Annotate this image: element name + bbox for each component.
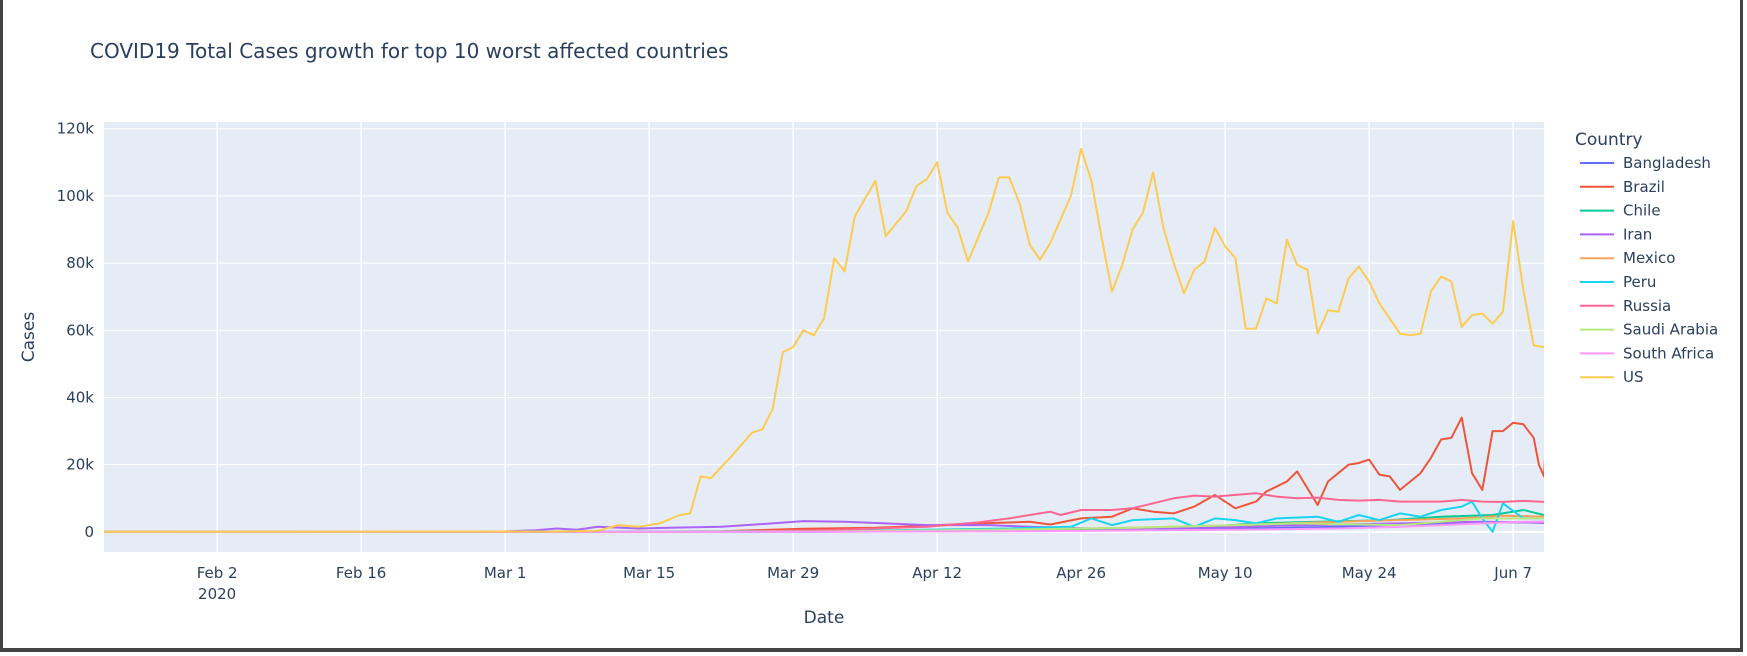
legend-title: Country bbox=[1575, 130, 1643, 150]
legend-label: Russia bbox=[1623, 297, 1671, 315]
legend-item-iran[interactable]: Iran bbox=[1580, 225, 1652, 243]
y-axis-title: Cases bbox=[19, 312, 39, 363]
y-tick-label: 60k bbox=[66, 321, 94, 339]
series-line-peru bbox=[104, 500, 1544, 533]
y-tick-label: 80k bbox=[66, 254, 94, 272]
plot-area bbox=[104, 122, 1544, 552]
legend-item-russia[interactable]: Russia bbox=[1580, 297, 1671, 315]
x-tick-label: Feb 16 bbox=[336, 564, 386, 582]
legend-item-saudi-arabia[interactable]: Saudi Arabia bbox=[1580, 321, 1718, 339]
y-tick-label: 40k bbox=[66, 388, 94, 406]
chart-title: COVID19 Total Cases growth for top 10 wo… bbox=[90, 39, 729, 63]
x-tick-label: Jun 7 bbox=[1493, 564, 1532, 582]
legend-item-brazil[interactable]: Brazil bbox=[1580, 178, 1665, 196]
legend-label: Mexico bbox=[1623, 249, 1675, 267]
y-tick-label: 20k bbox=[66, 456, 94, 474]
x-tick-sublabel: 2020 bbox=[198, 585, 236, 603]
series-lines bbox=[104, 147, 1544, 533]
legend-label: Bangladesh bbox=[1623, 154, 1711, 172]
x-axis-tick-labels: Feb 2 2020 Feb 16 Mar 1 Mar 15 Mar 29 Apr 12 Ap… bbox=[197, 564, 1532, 603]
series-line-iran bbox=[104, 520, 1544, 533]
x-axis-title: Date bbox=[804, 608, 845, 628]
x-tick-label: Mar 15 bbox=[623, 564, 675, 582]
legend-label: Chile bbox=[1623, 202, 1661, 220]
x-tick-label: Apr 12 bbox=[912, 564, 962, 582]
x-tick-label: Mar 1 bbox=[484, 564, 527, 582]
y-axis-tick-labels: 0 20k 40k 60k 80k 100k 120k bbox=[57, 120, 95, 541]
legend-item-mexico[interactable]: Mexico bbox=[1580, 249, 1675, 267]
legend-label: South Africa bbox=[1623, 344, 1714, 362]
x-tick-label: May 10 bbox=[1198, 564, 1253, 582]
y-tick-label: 120k bbox=[57, 120, 95, 138]
series-line-south-africa bbox=[104, 520, 1544, 533]
legend-label: Peru bbox=[1623, 273, 1656, 291]
legend-label: US bbox=[1623, 368, 1644, 386]
series-line-russia bbox=[104, 492, 1544, 533]
legend-label: Brazil bbox=[1623, 178, 1665, 196]
x-tick-label: Mar 29 bbox=[767, 564, 819, 582]
legend-item-south-africa[interactable]: South Africa bbox=[1580, 344, 1714, 362]
series-line-us bbox=[104, 147, 1544, 533]
legend-item-us[interactable]: US bbox=[1580, 368, 1644, 386]
legend[interactable]: Bangladesh Brazil Chile Iran Mexico Peru Russi… bbox=[1580, 154, 1718, 386]
legend-label: Iran bbox=[1623, 225, 1652, 243]
legend-item-chile[interactable]: Chile bbox=[1580, 202, 1661, 220]
legend-item-peru[interactable]: Peru bbox=[1580, 273, 1656, 291]
x-tick-label: May 24 bbox=[1342, 564, 1397, 582]
series-line-saudi-arabia bbox=[104, 517, 1544, 533]
x-tick-label: Apr 26 bbox=[1056, 564, 1106, 582]
y-tick-label: 0 bbox=[84, 523, 94, 541]
legend-item-bangladesh[interactable]: Bangladesh bbox=[1580, 154, 1711, 172]
x-tick-label: Feb 2 bbox=[197, 564, 238, 582]
legend-label: Saudi Arabia bbox=[1623, 321, 1718, 339]
series-line-brazil bbox=[104, 416, 1544, 533]
y-tick-label: 100k bbox=[57, 187, 95, 205]
